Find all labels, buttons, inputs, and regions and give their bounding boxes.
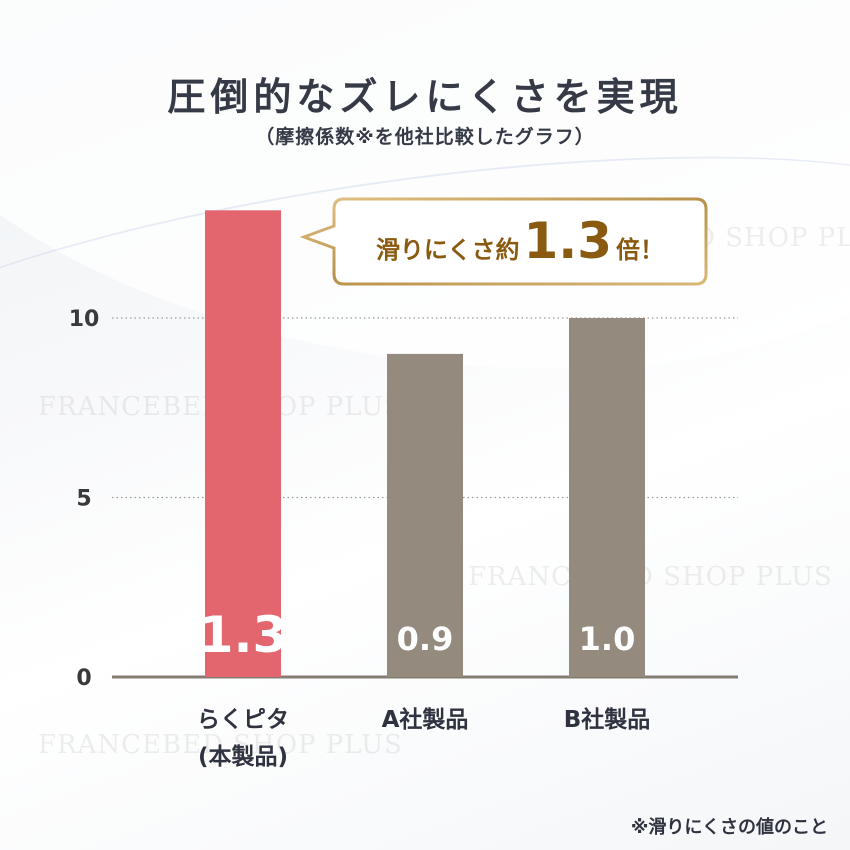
x-tick-label: B社製品 — [564, 706, 651, 733]
data-label: 0.9 — [397, 620, 454, 658]
x-tick-label: らくピタ — [197, 707, 289, 733]
bar — [205, 210, 281, 678]
data-label: 1.3 — [199, 606, 288, 664]
x-tick-label: A社製品 — [382, 706, 469, 733]
y-tick-label: 0 — [76, 666, 91, 691]
callout-bubble — [299, 197, 708, 286]
watermark: FRANCEBED SHOP PLUS — [468, 562, 833, 592]
callout-value: 1.3 — [523, 212, 612, 270]
bar — [387, 353, 463, 677]
x-tick-label: (本製品) — [198, 743, 288, 770]
footnote: ※滑りにくさの値のこと — [630, 817, 828, 838]
callout-prefix: 滑りにくさ約 — [376, 236, 520, 264]
bar — [569, 318, 645, 677]
y-tick-label: 10 — [69, 307, 100, 332]
callout-suffix: 倍！ — [616, 236, 664, 264]
page-subtitle: （摩擦係数※を他社比較したグラフ） — [255, 126, 595, 148]
data-label: 1.0 — [579, 620, 636, 658]
watermark: FRANCEBED SHOP PLUS — [38, 730, 403, 760]
y-tick-label: 5 — [76, 487, 91, 512]
callout-text: 滑りにくさ約1.3 倍！ — [376, 212, 664, 270]
page-title: 圧倒的なズレにくさを実現 — [167, 75, 683, 119]
